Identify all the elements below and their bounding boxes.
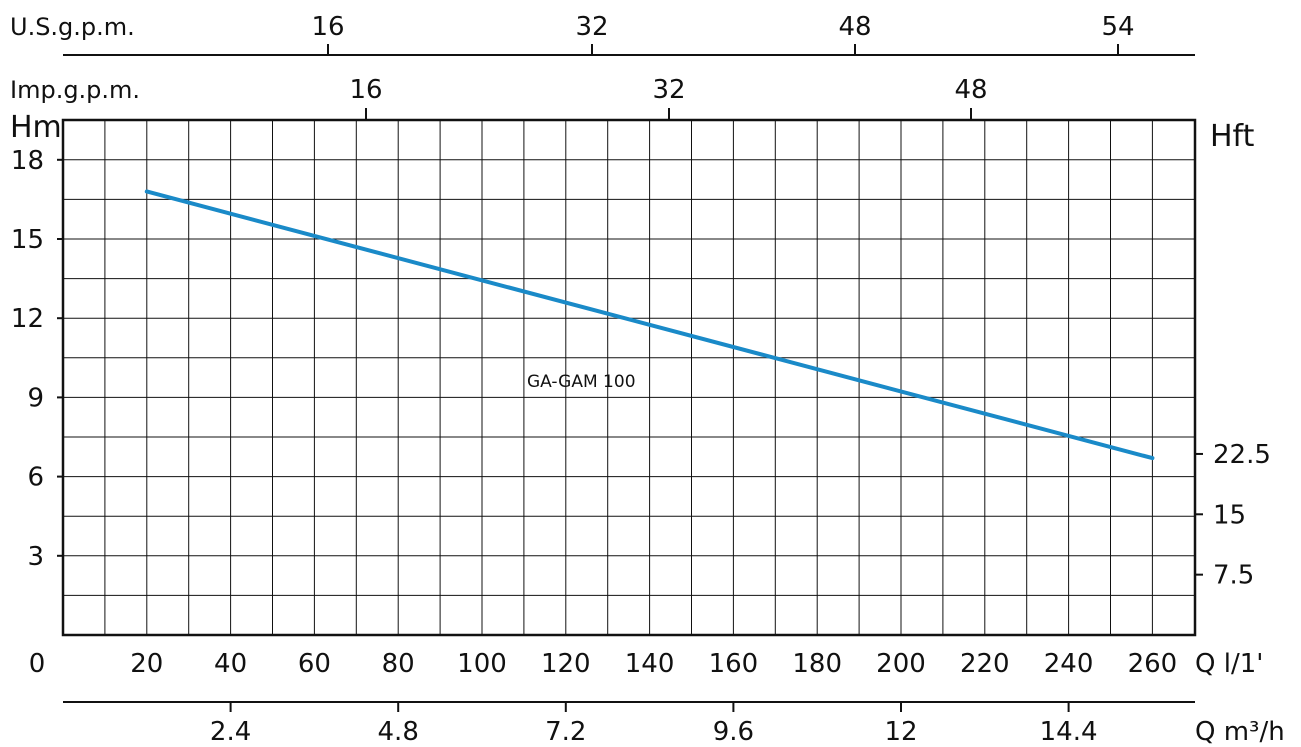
y-tick-label: 3	[27, 542, 44, 572]
x-tick-label: 120	[541, 649, 591, 679]
y-tick-label: 9	[27, 383, 44, 413]
grid	[63, 120, 1195, 635]
x-tick-label: 240	[1044, 649, 1094, 679]
y-tick-label: 12	[11, 304, 44, 334]
x-tick-label: 100	[457, 649, 507, 679]
x-tick-label: 40	[214, 649, 247, 679]
x-tick-label: 160	[709, 649, 759, 679]
usgpm-tick-label: 32	[575, 12, 608, 42]
m3h-tick-label: 12	[884, 717, 917, 747]
x-tick-label: 80	[382, 649, 415, 679]
m3h-unit-label: Q m³/h	[1195, 717, 1285, 747]
m3h-tick-label: 7.2	[545, 717, 586, 747]
series-group: GA-GAM 100	[144, 189, 1155, 461]
y-tick-label: 6	[27, 463, 44, 493]
y-tick-label: 15	[11, 225, 44, 255]
usgpm-ticks: 16 32 48 54	[311, 12, 1135, 55]
x-tick-label: 220	[960, 649, 1010, 679]
series-label: GA-GAM 100	[527, 372, 636, 392]
x-ticks: 0 20 40 60 80 100 120 140 160 180 200 220 240 260	[29, 649, 1177, 679]
series-line	[144, 189, 1155, 461]
y-ticks: 3 6 9 12 15 18	[11, 146, 63, 572]
usgpm-tick-label: 48	[838, 12, 871, 42]
plot-frame	[61, 118, 1197, 637]
x-tick-label: 260	[1128, 649, 1178, 679]
impgpm-ticks: 16 32 48	[349, 75, 988, 120]
x-tick-label: 0	[29, 649, 46, 679]
usgpm-tick-label: 54	[1101, 12, 1134, 42]
y-tick-label: 18	[11, 146, 44, 176]
x-tick-label: 20	[130, 649, 163, 679]
x-tick-label: 180	[792, 649, 842, 679]
m3h-ticks: 2.4 4.8 7.2 9.6 12 14.4	[210, 702, 1098, 747]
x-tick-label: 140	[625, 649, 675, 679]
y-unit-label: Hm	[10, 110, 62, 145]
usgpm-tick-label: 16	[311, 12, 344, 42]
impgpm-tick-label: 32	[652, 75, 685, 105]
m3h-tick-label: 14.4	[1040, 717, 1098, 747]
x-tick-label: 200	[876, 649, 926, 679]
right-tick-label: 22.5	[1213, 440, 1271, 470]
right-axis-unit-label: Hft	[1210, 119, 1255, 154]
x-tick-label: 60	[298, 649, 331, 679]
usgpm-unit-label: U.S.g.p.m.	[10, 13, 135, 41]
m3h-tick-label: 2.4	[210, 717, 251, 747]
m3h-tick-label: 4.8	[378, 717, 419, 747]
impgpm-tick-label: 16	[349, 75, 382, 105]
right-tick-label: 7.5	[1213, 561, 1254, 591]
m3h-tick-label: 9.6	[713, 717, 754, 747]
right-axis-ticks: 7.5 15 22.5	[1195, 440, 1271, 591]
right-tick-label: 15	[1213, 500, 1246, 530]
x-unit-label: Q l/1'	[1195, 649, 1263, 679]
impgpm-tick-label: 48	[954, 75, 987, 105]
impgpm-unit-label: Imp.g.p.m.	[10, 76, 140, 104]
